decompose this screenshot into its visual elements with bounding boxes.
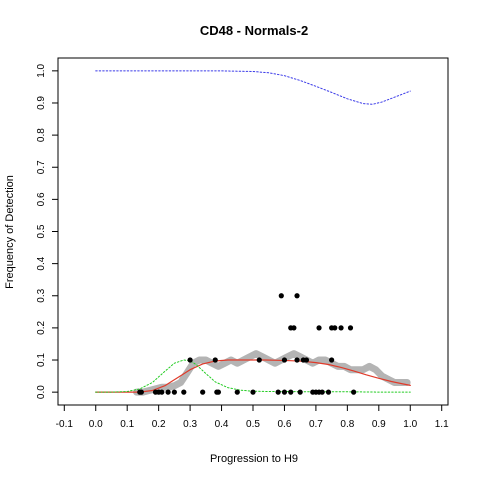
data-point	[347, 325, 354, 331]
y-tick-label: 0.9	[36, 96, 47, 110]
points-layer	[137, 293, 357, 395]
data-point	[234, 389, 240, 395]
upper-curve-line	[95, 70, 411, 105]
data-point	[181, 389, 187, 395]
x-tick-label: 0.8	[340, 419, 354, 430]
x-tick-label: 0.7	[309, 419, 323, 430]
data-point	[338, 325, 344, 331]
data-point	[297, 389, 303, 395]
data-point	[215, 389, 222, 395]
data-point	[294, 293, 300, 299]
x-axis-label: Progression to H9	[210, 453, 298, 465]
chart-title: CD48 - Normals-2	[200, 23, 308, 38]
data-point	[281, 357, 288, 363]
data-point	[278, 293, 284, 299]
data-point	[325, 389, 332, 395]
data-point	[250, 389, 256, 395]
x-tick-label: 0.1	[120, 419, 134, 430]
y-tick-label: 0.3	[36, 288, 47, 302]
x-axis: -0.1 0.0 0.1 0.2 0.3 0.4 0.5 0.6 0.7 0.8 0.9 1.0 1.1	[56, 405, 449, 430]
y-axis: 0.0 0.1 0.2 0.3 0.4 0.5 0.6 0.7 0.8 0.9 1.0	[36, 63, 58, 399]
x-tick-label: 0.0	[89, 419, 103, 430]
y-tick-label: 0.0	[36, 385, 47, 399]
data-point	[138, 389, 144, 395]
data-point	[316, 325, 322, 331]
x-tick-label: 1.1	[435, 419, 449, 430]
data-point	[256, 357, 262, 363]
x-tick-label: 0.4	[215, 419, 229, 430]
series-layer	[95, 70, 411, 396]
x-tick-label: 0.9	[372, 419, 386, 430]
x-tick-label: 1.0	[403, 419, 417, 430]
y-tick-label: 0.2	[36, 321, 47, 335]
data-point	[319, 389, 325, 395]
x-tick-label: 0.5	[246, 419, 260, 430]
data-point	[288, 389, 294, 395]
y-tick-label: 0.7	[36, 160, 47, 174]
y-tick-label: 0.6	[36, 192, 47, 206]
data-point	[159, 389, 165, 395]
x-tick-label: 0.3	[183, 419, 197, 430]
data-point	[275, 389, 281, 395]
data-point	[212, 357, 218, 363]
x-tick-label: 0.6	[277, 419, 291, 430]
fit-line	[95, 359, 411, 393]
y-tick-label: 0.5	[36, 224, 47, 238]
data-point	[171, 389, 177, 395]
data-point	[291, 325, 297, 331]
data-point	[187, 357, 193, 363]
data-point	[281, 389, 288, 395]
data-point	[294, 357, 300, 363]
y-tick-label: 0.4	[36, 256, 47, 270]
density-line	[95, 359, 411, 393]
y-axis-label: Frequency of Detection	[4, 175, 16, 289]
data-point	[329, 357, 335, 363]
y-tick-label: 0.1	[36, 353, 47, 367]
data-point	[332, 325, 338, 331]
data-point	[165, 389, 171, 395]
x-tick-label: -0.1	[56, 419, 74, 430]
y-tick-label: 0.8	[36, 128, 47, 142]
data-point	[200, 389, 206, 395]
data-point	[303, 357, 310, 363]
running-mean-line	[133, 350, 411, 396]
data-point	[351, 389, 357, 395]
x-tick-label: 0.2	[152, 419, 166, 430]
y-tick-label: 1.0	[36, 63, 47, 77]
